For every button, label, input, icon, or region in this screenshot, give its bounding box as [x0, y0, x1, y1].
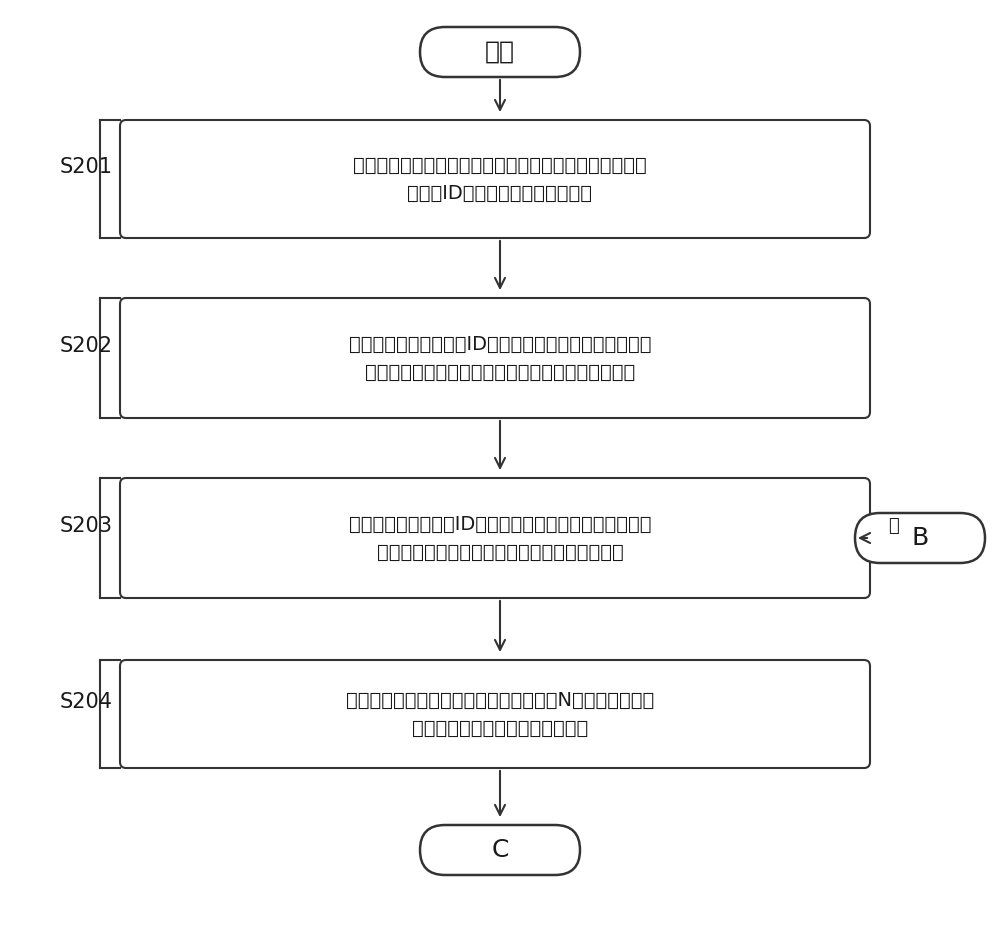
FancyBboxPatch shape	[120, 660, 870, 768]
Text: B: B	[911, 526, 929, 550]
Text: S201: S201	[60, 157, 113, 177]
FancyBboxPatch shape	[120, 298, 870, 418]
Text: C: C	[491, 838, 509, 862]
Text: 每个管理分平台查找与ID信息关联的家庭人口信息，并依
据月度用热量以及家庭人口信息计算月度平均用热量: 每个管理分平台查找与ID信息关联的家庭人口信息，并依 据月度用热量以及家庭人口信…	[349, 335, 651, 382]
FancyBboxPatch shape	[120, 478, 870, 598]
Text: 服务平台依据排序结果向与排名靠前的前N个月度人均用热
量对应的用户分平台发送奖励信息: 服务平台依据排序结果向与排名靠前的前N个月度人均用热 量对应的用户分平台发送奖励…	[346, 690, 654, 737]
Text: S202: S202	[60, 336, 113, 356]
Text: 开始: 开始	[485, 40, 515, 64]
Text: S204: S204	[60, 692, 113, 712]
Text: 每个热量表通过对应的传感网络分平台定时发送月度用热
量以及ID信息至对应的管理分平台: 每个热量表通过对应的传感网络分平台定时发送月度用热 量以及ID信息至对应的管理分…	[353, 156, 647, 203]
FancyBboxPatch shape	[120, 120, 870, 238]
Text: 每个管理分平台依据ID信息对预设定区域的月度人均用热
量进行升序排序，并将排序结果发送至服务平台: 每个管理分平台依据ID信息对预设定区域的月度人均用热 量进行升序排序，并将排序结…	[349, 515, 651, 561]
FancyBboxPatch shape	[420, 825, 580, 875]
Text: 是: 是	[888, 517, 899, 535]
Text: S203: S203	[60, 516, 113, 536]
FancyBboxPatch shape	[855, 513, 985, 563]
FancyBboxPatch shape	[420, 27, 580, 77]
